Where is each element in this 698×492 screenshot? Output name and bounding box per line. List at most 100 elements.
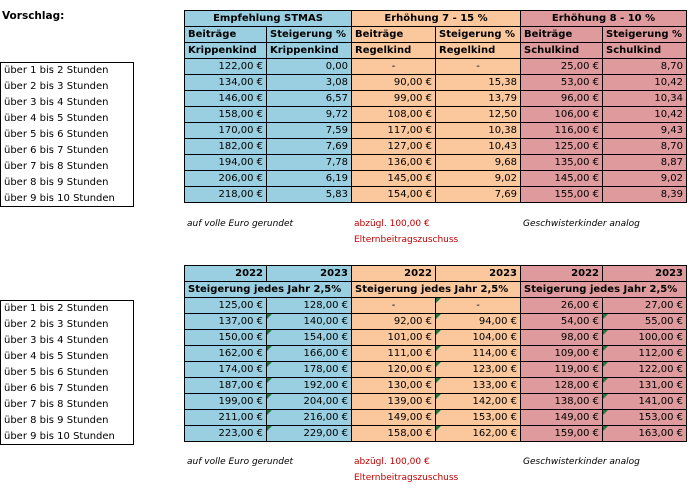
hours-label: über 6 bis 7 Stunden: [0, 142, 134, 159]
table-cell: 123,00 €: [435, 361, 521, 378]
hours-row: über 3 bis 4 Stunden: [0, 94, 134, 111]
year-header: 2022: [184, 265, 267, 282]
hours-label: über 9 bis 10 Stunden: [0, 190, 134, 207]
note-siblings-top: Geschwisterkinder analog: [523, 219, 640, 229]
table-cell: 98,00 €: [520, 329, 603, 346]
table-cell: -: [435, 58, 522, 75]
column-header: Krippenkind: [265, 42, 353, 59]
table-cell: 7,59: [265, 122, 353, 139]
table-cell: 130,00 €: [351, 377, 436, 394]
table-cell: 27,00 €: [602, 297, 687, 314]
table-cell: 26,00 €: [520, 297, 603, 314]
table-cell: 142,00 €: [435, 393, 521, 410]
note-rounded-top: auf volle Euro gerundet: [187, 219, 294, 229]
table-cell: 133,00 €: [435, 377, 521, 394]
table-cell: 211,00 €: [184, 409, 267, 426]
table-cell: 10,34: [602, 90, 688, 107]
table-cell: 55,00 €: [602, 313, 687, 330]
column-header: Regelkind: [435, 42, 522, 59]
table-row: 182,00 €7,69 127,00 €10,43 125,00 €8,70: [184, 138, 688, 155]
group-header: Steigerung jedes Jahr 2,5%: [184, 281, 352, 298]
table-cell: 10,43: [435, 138, 522, 155]
table-cell: 159,00 €: [520, 425, 603, 442]
table-row: 137,00 €140,00 €92,00 €94,00 €54,00 €55,…: [184, 313, 687, 330]
table-cell: 174,00 €: [184, 361, 267, 378]
column-header: Beiträge: [520, 26, 604, 43]
hours-label: über 3 bis 4 Stunden: [0, 94, 134, 111]
hours-label: über 4 bis 5 Stunden: [0, 348, 134, 365]
table-cell: 154,00 €: [351, 186, 437, 203]
hours-label: über 5 bis 6 Stunden: [0, 126, 134, 143]
table-cell: 125,00 €: [184, 297, 267, 314]
hours-row: über 5 bis 6 Stunden: [0, 126, 134, 143]
table-cell: 9,02: [602, 170, 688, 187]
table-cell: 106,00 €: [520, 106, 604, 123]
table-cell: 163,00 €: [602, 425, 687, 442]
hours-label: über 4 bis 5 Stunden: [0, 110, 134, 127]
table-cell: 170,00 €: [184, 122, 267, 139]
column-header: Steigerung %: [435, 26, 522, 43]
table-cell: 178,00 €: [266, 361, 352, 378]
column-header: Steigerung %: [602, 26, 688, 43]
fee-table-bottom: 2022 2023 2022 2023 2022 2023 Steigerung jedes…: [184, 265, 687, 442]
table-cell: 229,00 €: [266, 425, 352, 442]
table-row: 150,00 €154,00 €101,00 €104,00 €98,00 €1…: [184, 329, 687, 346]
page-title: Vorschlag:: [2, 10, 65, 22]
hours-label: über 3 bis 4 Stunden: [0, 332, 134, 349]
hours-row: über 4 bis 5 Stunden: [0, 110, 134, 127]
table-cell: 114,00 €: [435, 345, 521, 362]
hours-row: über 6 bis 7 Stunden: [0, 142, 134, 159]
hours-row: über 1 bis 2 Stunden: [0, 300, 134, 317]
hours-row: über 2 bis 3 Stunden: [0, 78, 134, 95]
table-row: 223,00 €229,00 €158,00 €162,00 €159,00 €…: [184, 425, 687, 442]
table-cell: 7,69: [435, 186, 522, 203]
group-header: Empfehlung STMAS: [183, 10, 353, 27]
table-cell: 187,00 €: [184, 377, 267, 394]
hours-row: über 8 bis 9 Stunden: [0, 412, 134, 429]
table-cell: 137,00 €: [184, 313, 267, 330]
table-cell: 122,00 €: [602, 361, 687, 378]
table-row: 187,00 €192,00 €130,00 €133,00 €128,00 €…: [184, 377, 687, 394]
table-cell: 10,42: [602, 106, 688, 123]
column-header: Beiträge: [351, 26, 437, 43]
note-rounded-bottom: auf volle Euro gerundet: [187, 457, 294, 467]
table-cell: 8,39: [602, 186, 688, 203]
table-cell: 128,00 €: [520, 377, 603, 394]
column-header: Regelkind: [351, 42, 437, 59]
hours-label: über 7 bis 8 Stunden: [0, 158, 134, 175]
table-cell: 154,00 €: [266, 329, 352, 346]
table-cell: 162,00 €: [184, 345, 267, 362]
table-cell: 138,00 €: [520, 393, 603, 410]
table-cell: 99,00 €: [351, 90, 437, 107]
hours-label: über 8 bis 9 Stunden: [0, 174, 134, 191]
table-cell: 108,00 €: [351, 106, 437, 123]
table-cell: 140,00 €: [266, 313, 352, 330]
table-cell: 194,00 €: [184, 154, 267, 171]
table-cell: 109,00 €: [520, 345, 603, 362]
table-row: 199,00 €204,00 €139,00 €142,00 €138,00 €…: [184, 393, 687, 410]
table-cell: 7,78: [265, 154, 353, 171]
hours-row: über 3 bis 4 Stunden: [0, 332, 134, 349]
hours-label: über 2 bis 3 Stunden: [0, 78, 134, 95]
table-cell: 90,00 €: [351, 74, 437, 91]
column-header: Schulkind: [602, 42, 688, 59]
table-row: 218,00 €5,83 154,00 €7,69 155,00 €8,39: [184, 186, 688, 203]
table-cell: 9,02: [435, 170, 522, 187]
table-cell: 158,00 €: [351, 425, 436, 442]
table-cell: 8,70: [602, 138, 688, 155]
hours-row: über 1 bis 2 Stunden: [0, 62, 134, 79]
year-header: 2023: [602, 265, 687, 282]
table-cell: 12,50: [435, 106, 522, 123]
table-cell: -: [435, 297, 521, 314]
table-cell: 145,00 €: [351, 170, 437, 187]
table-cell: -: [351, 297, 436, 314]
table-cell: 111,00 €: [351, 345, 436, 362]
table-cell: 122,00 €: [184, 58, 267, 75]
table-cell: 218,00 €: [184, 186, 267, 203]
table-cell: 100,00 €: [602, 329, 687, 346]
hours-row: über 9 bis 10 Stunden: [0, 428, 134, 445]
table-cell: 141,00 €: [602, 393, 687, 410]
table-cell: 96,00 €: [520, 90, 604, 107]
column-header: Krippenkind: [184, 42, 267, 59]
table-cell: 153,00 €: [602, 409, 687, 426]
